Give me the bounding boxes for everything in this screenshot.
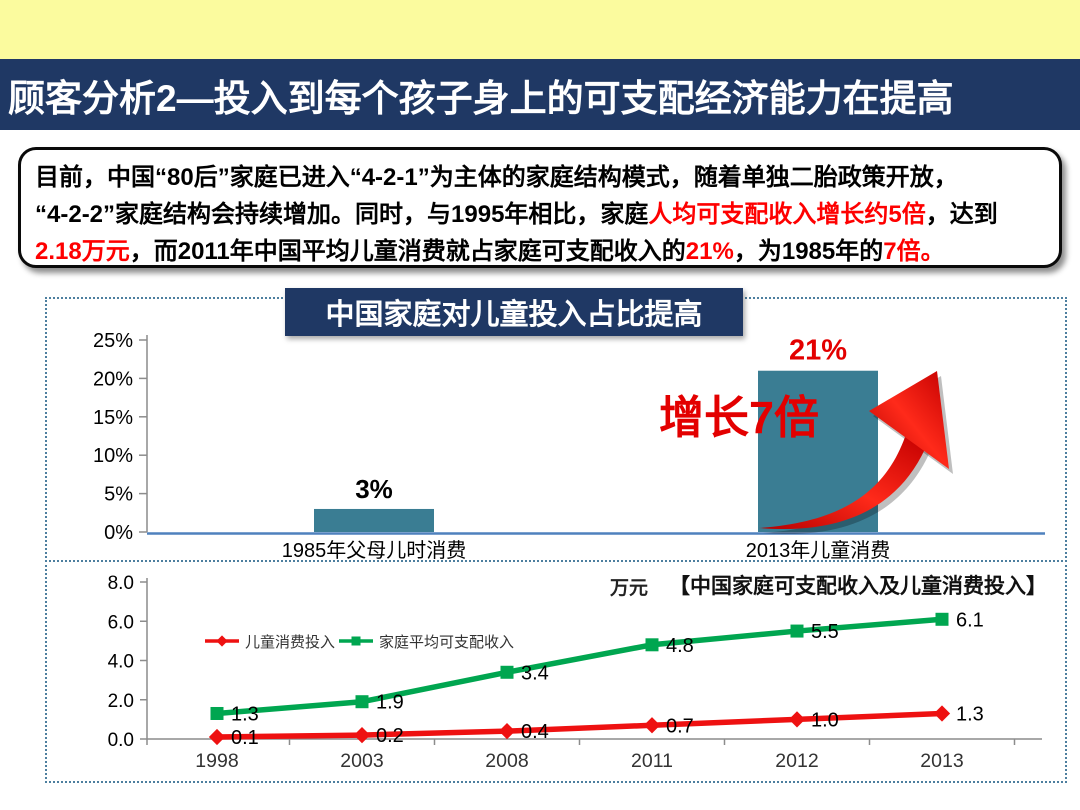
growth-arrow-head [869, 371, 949, 469]
bar-ytick-label: 5% [104, 484, 133, 506]
legend-label: 家庭平均可支配收入 [379, 634, 514, 651]
data-point-square [500, 665, 514, 679]
summary-text: “4-2-2”家庭结构会持续增加。同时，与1995年相比，家庭 [35, 201, 649, 228]
data-point-diamond [788, 711, 806, 728]
summary-text: 目前，中国“80后”家庭已进入“4-2-1”为主体的家庭结构模式，随着单独二胎政… [35, 164, 958, 191]
bar-ytick-label: 15% [93, 407, 133, 429]
series-value-label: 1.0 [811, 709, 839, 731]
summary-line: “4-2-2”家庭结构会持续增加。同时，与1995年相比，家庭人均可支配收入增长… [35, 196, 1047, 233]
line-ytick-label: 0.0 [108, 730, 134, 751]
summary-highlight: 21% [685, 238, 734, 265]
summary-line: 目前，中国“80后”家庭已进入“4-2-1”为主体的家庭结构模式，随着单独二胎政… [35, 159, 1047, 196]
line-ytick-label: 2.0 [108, 691, 134, 712]
series-value-label: 6.1 [956, 609, 984, 631]
slide-title-bar: 顾客分析2—投入到每个孩子身上的可支配经济能力在提高 [0, 59, 1080, 130]
data-point-square [790, 624, 804, 638]
bar-chart-title-plaque: 中国家庭对儿童投入占比提高 [285, 288, 743, 336]
slide-title: 顾客分析2—投入到每个孩子身上的可支配经济能力在提高 [8, 77, 954, 119]
line-xtick-label: 1998 [195, 750, 238, 772]
data-point-square [210, 706, 224, 720]
data-point-diamond [643, 717, 661, 734]
series-value-label: 1.3 [231, 703, 259, 725]
series-value-label: 0.7 [666, 715, 694, 737]
data-point-square [351, 636, 361, 646]
bar-value-label: 21% [789, 335, 847, 367]
top-accent-bar [0, 0, 1080, 59]
bar-0 [314, 508, 434, 532]
data-point-square [935, 612, 949, 626]
data-point-diamond [498, 723, 516, 740]
data-point-diamond [353, 726, 371, 744]
bar-ytick-label: 20% [93, 368, 133, 390]
line-chart-unit-label: 万元 [610, 578, 649, 599]
line-xtick-label: 2011 [631, 750, 673, 772]
series-value-label: 1.9 [376, 692, 404, 714]
line-chart-panel: 万元 【中国家庭可支配收入及儿童消费投入】 0.0 2.0 4.0 6.0 8.0 199… [45, 560, 1067, 783]
series-line-square [214, 616, 945, 717]
data-point-diamond [216, 635, 228, 647]
summary-text: ，而2011年中国平均儿童消费就占家庭可支配收入的 [129, 238, 686, 265]
legend-label: 儿童消费投入 [245, 633, 335, 651]
series-value-label: 5.5 [811, 621, 839, 643]
summary-box: 目前，中国“80后”家庭已进入“4-2-1”为主体的家庭结构模式，随着单独二胎政… [18, 147, 1062, 268]
data-point-square [645, 638, 659, 652]
summary-text: ，为1985年的 [733, 238, 884, 265]
bar-chart-panel: 0% 5% 10% 15% 20% 25% 3% 1985年父母儿时消费 21% 2013年儿童消… [45, 297, 1067, 562]
line-ytick-label: 6.0 [108, 612, 134, 633]
line-chart: 0.0 2.0 4.0 6.0 8.0 1998 2003 2008 2011 2012 2013 0… [108, 573, 1042, 772]
series-value-label: 3.4 [521, 662, 549, 684]
summary-highlight: 7倍。 [883, 238, 945, 265]
summary-highlight: 人均可支配收入增长约5倍 [648, 201, 926, 228]
series-value-label: 0.1 [231, 727, 259, 749]
line-ytick-label: 4.0 [108, 652, 134, 673]
bar-chart-title: 中国家庭对儿童投入占比提高 [325, 299, 703, 331]
data-point-diamond [933, 705, 951, 722]
series-value-label: 0.2 [376, 725, 404, 747]
summary-text: ，达到 [925, 201, 998, 228]
summary-highlight: 2.18万元 [35, 238, 130, 265]
bar-category-label: 1985年父母儿时消费 [282, 539, 467, 560]
series-value-label: 0.4 [521, 721, 549, 743]
series-line-diamond [214, 710, 945, 740]
growth-arrow-body [759, 437, 925, 530]
bar-ytick-label: 0% [104, 522, 133, 544]
series-value-label: 4.8 [666, 635, 694, 657]
line-xtick-label: 2012 [775, 750, 818, 772]
line-xtick-label: 2013 [920, 750, 963, 772]
bar-chart: 0% 5% 10% 15% 20% 25% 3% 1985年父母儿时消费 21% 2013年儿童消… [93, 330, 1045, 560]
data-point-square [355, 695, 369, 709]
summary-line: 2.18万元，而2011年中国平均儿童消费就占家庭可支配收入的21%，为1985… [35, 233, 1047, 270]
series-value-label: 1.3 [956, 703, 984, 725]
bar-category-label: 2013年儿童消费 [746, 539, 891, 560]
line-xtick-label: 2008 [485, 750, 528, 772]
bar-ytick-label: 25% [93, 330, 133, 352]
bar-ytick-label: 10% [93, 445, 133, 467]
line-xtick-label: 2003 [340, 750, 383, 772]
data-point-diamond [208, 728, 226, 746]
growth-annotation: 增长7倍 [659, 392, 820, 443]
line-ytick-label: 8.0 [108, 573, 134, 594]
bar-value-label: 3% [355, 474, 393, 504]
line-chart-title: 【中国家庭可支配收入及儿童消费投入】 [669, 575, 1047, 598]
